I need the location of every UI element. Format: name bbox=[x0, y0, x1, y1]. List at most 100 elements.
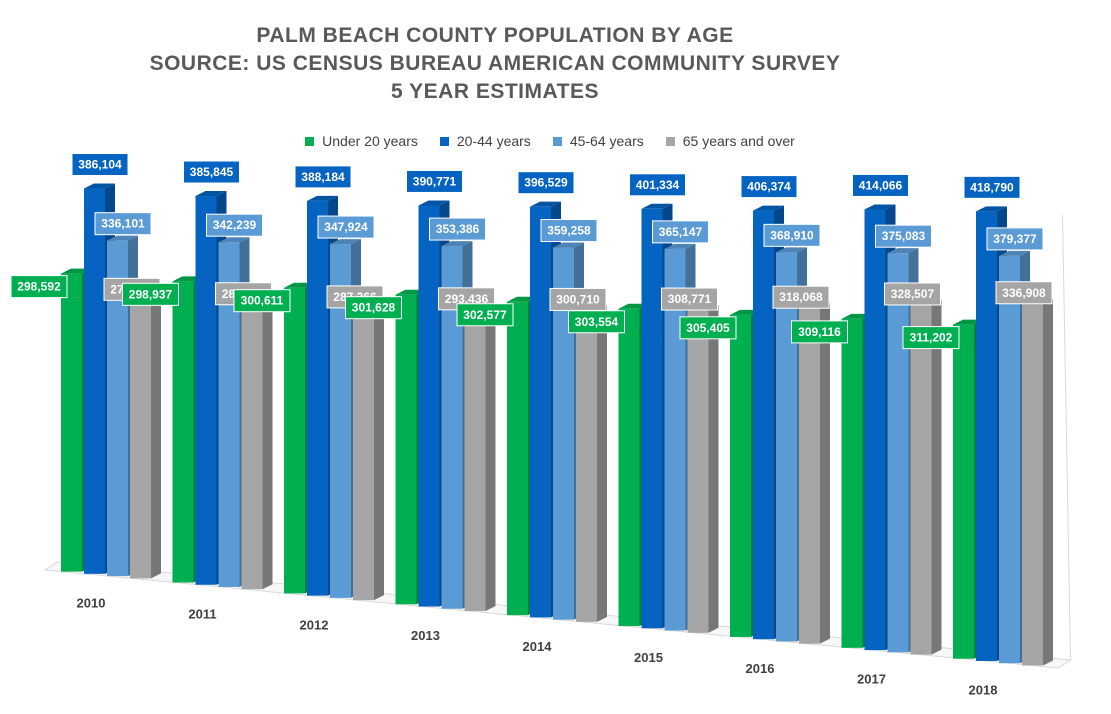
data-label-box-20-44-2011 bbox=[183, 160, 240, 184]
data-label-box-45-64-2011 bbox=[206, 213, 263, 237]
bar-top-20-44-2015 bbox=[641, 203, 673, 209]
data-label-45-64-2014: 359,258 bbox=[547, 224, 591, 238]
data-label-box-under-20-2015 bbox=[568, 310, 625, 334]
data-label-under-20-2016: 305,405 bbox=[686, 321, 730, 335]
data-label-20-44-2011: 385,845 bbox=[190, 165, 234, 179]
legend-swatch-under-20 bbox=[305, 136, 315, 146]
bar-top-45-64-2015 bbox=[664, 243, 696, 249]
data-label-under-20-2011: 298,937 bbox=[129, 287, 173, 301]
legend-label-45-64: 45-64 years bbox=[569, 133, 644, 149]
data-label-under-20-2012: 300,611 bbox=[241, 294, 284, 308]
bar-top-45-64-2016 bbox=[776, 247, 807, 253]
x-tick-label-2014: 2014 bbox=[523, 639, 553, 654]
data-label-box-65-plus-2017 bbox=[884, 282, 941, 306]
legend-item-65-plus: 65 years and over bbox=[665, 133, 795, 149]
data-label-20-44-2017: 414,066 bbox=[859, 178, 903, 192]
bar-side-65-plus-2014 bbox=[597, 305, 607, 622]
bar-20-44-2012 bbox=[307, 200, 328, 596]
data-label-45-64-2012: 347,924 bbox=[324, 220, 368, 234]
bar-side-65-plus-2018 bbox=[1043, 298, 1053, 666]
bar-45-64-2018 bbox=[999, 255, 1020, 664]
bar-side-65-plus-2015 bbox=[708, 305, 719, 633]
data-label-20-44-2014: 396,529 bbox=[524, 176, 568, 190]
bar-under-20-2010 bbox=[61, 273, 82, 572]
data-label-box-20-44-2017 bbox=[852, 173, 909, 197]
x-tick-label-2016: 2016 bbox=[746, 661, 775, 676]
data-label-box-under-20-2011 bbox=[122, 282, 179, 306]
data-label-box-20-44-2018 bbox=[963, 175, 1021, 199]
bar-top-20-44-2018 bbox=[976, 206, 1007, 212]
data-label-under-20-2015: 303,554 bbox=[575, 315, 619, 329]
data-label-box-45-64-2015 bbox=[652, 220, 709, 244]
bar-under-20-2016 bbox=[730, 314, 751, 637]
legend-label-20-44: 20-44 years bbox=[456, 133, 531, 149]
data-label-under-20-2010: 298,592 bbox=[17, 280, 61, 294]
bar-65-plus-2018 bbox=[1022, 303, 1043, 666]
x-tick-label-2013: 2013 bbox=[411, 628, 440, 643]
data-label-45-64-2015: 365,147 bbox=[659, 225, 703, 239]
data-label-65-plus-2016: 318,068 bbox=[779, 290, 823, 304]
bar-65-plus-2016 bbox=[799, 308, 820, 644]
bar-top-20-44-2014 bbox=[530, 201, 561, 207]
bar-20-44-2015 bbox=[641, 208, 663, 629]
bar-65-plus-2012 bbox=[353, 307, 374, 601]
bar-under-20-2011 bbox=[172, 281, 194, 583]
data-label-65-plus-2013: 293,436 bbox=[445, 292, 489, 306]
data-label-under-20-2017: 309,116 bbox=[798, 325, 841, 339]
chart-legend: Under 20 years 20-44 years 45-64 years 6… bbox=[0, 133, 1100, 149]
data-label-under-20-2014: 302,577 bbox=[463, 308, 507, 322]
chart-title-line-3: 5 YEAR ESTIMATES bbox=[391, 80, 599, 103]
data-label-20-44-2012: 388,184 bbox=[301, 170, 345, 184]
bar-under-20-2017 bbox=[841, 318, 863, 648]
bar-top-45-64-2018 bbox=[999, 250, 1030, 256]
data-label-20-44-2010: 386,104 bbox=[78, 158, 122, 172]
bar-20-44-2017 bbox=[864, 209, 886, 651]
bar-top-20-44-2017 bbox=[864, 204, 896, 210]
data-label-45-64-2016: 368,910 bbox=[770, 228, 814, 242]
bar-45-64-2017 bbox=[887, 253, 909, 653]
data-label-box-under-20-2013 bbox=[345, 296, 402, 320]
legend-swatch-20-44 bbox=[439, 136, 449, 146]
data-label-box-65-plus-2018 bbox=[995, 281, 1053, 305]
bar-20-44-2013 bbox=[418, 205, 440, 607]
data-label-box-20-44-2015 bbox=[629, 173, 686, 197]
legend-label-65-plus: 65 years and over bbox=[682, 133, 795, 149]
data-label-45-64-2018: 379,377 bbox=[993, 232, 1037, 246]
bar-top-20-44-2012 bbox=[307, 195, 338, 201]
bar-65-plus-2015 bbox=[687, 310, 709, 633]
bar-under-20-2013 bbox=[395, 294, 417, 605]
bar-under-20-2014 bbox=[507, 301, 528, 616]
bar-45-64-2013 bbox=[441, 246, 463, 609]
legend-item-20-44: 20-44 years bbox=[439, 133, 531, 149]
data-label-box-20-44-2012 bbox=[294, 165, 352, 189]
bar-top-20-44-2016 bbox=[753, 205, 784, 211]
x-tick-label-2012: 2012 bbox=[300, 617, 329, 632]
bar-top-45-64-2017 bbox=[887, 248, 919, 254]
bar-under-20-2015 bbox=[618, 308, 640, 627]
bar-side-65-plus-2013 bbox=[485, 304, 496, 612]
data-label-box-20-44-2016 bbox=[740, 175, 798, 199]
bar-45-64-2016 bbox=[776, 252, 797, 642]
data-label-65-plus-2018: 336,908 bbox=[1002, 286, 1046, 300]
bar-top-45-64-2013 bbox=[441, 241, 473, 247]
data-label-65-plus-2014: 300,710 bbox=[556, 292, 600, 306]
legend-swatch-45-64 bbox=[552, 136, 562, 146]
data-label-box-20-44-2013 bbox=[406, 169, 463, 193]
x-tick-label-2015: 2015 bbox=[634, 650, 663, 665]
bar-top-45-64-2011 bbox=[218, 237, 250, 243]
bar-65-plus-2011 bbox=[241, 304, 263, 590]
bar-65-plus-2010 bbox=[130, 300, 151, 579]
data-label-box-20-44-2014 bbox=[517, 171, 575, 195]
bar-45-64-2014 bbox=[553, 247, 574, 620]
data-label-65-plus-2017: 328,507 bbox=[891, 287, 935, 301]
data-label-65-plus-2015: 308,771 bbox=[668, 292, 712, 306]
bar-20-44-2010 bbox=[84, 188, 105, 574]
bar-side-65-plus-2011 bbox=[262, 299, 273, 590]
data-label-box-under-20-2010 bbox=[10, 275, 68, 299]
bar-under-20-2018 bbox=[953, 324, 974, 659]
data-label-box-45-64-2010 bbox=[94, 212, 152, 236]
legend-item-under-20: Under 20 years bbox=[305, 133, 418, 149]
bar-top-20-44-2011 bbox=[195, 191, 227, 197]
bar-side-65-plus-2017 bbox=[931, 299, 942, 655]
